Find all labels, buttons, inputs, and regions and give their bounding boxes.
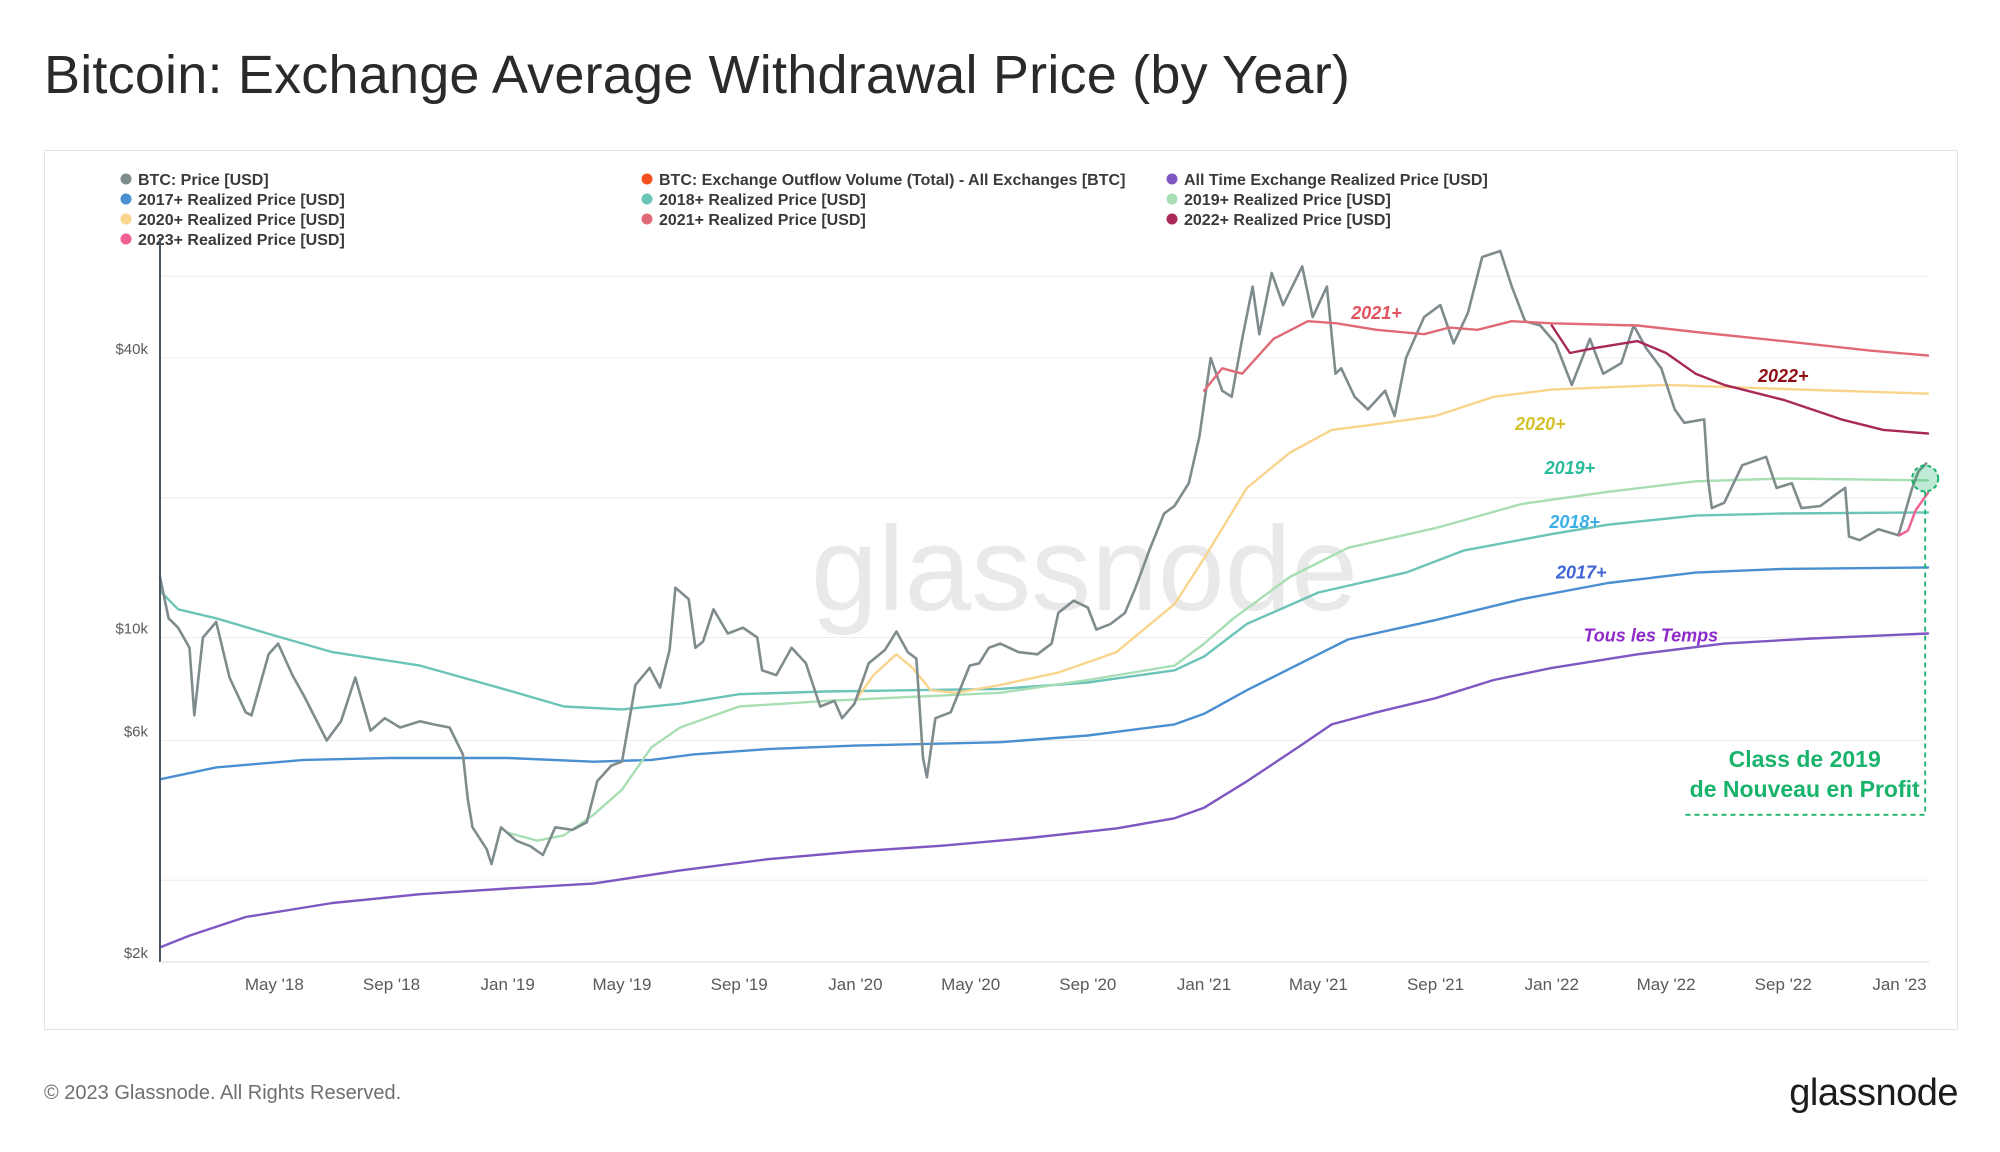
- legend-swatch: [1166, 193, 1178, 205]
- series-line-2021-realized-price-usd: [1202, 320, 1930, 392]
- y-tick-label: $6k: [124, 723, 149, 740]
- legend-label: 2021+ Realized Price [USD]: [659, 212, 866, 229]
- series-label: 2020+: [1514, 414, 1566, 434]
- legend-swatch: [641, 173, 653, 185]
- watermark: glassnode: [811, 502, 1358, 636]
- legend-swatch: [120, 173, 132, 185]
- legend-item: 2021+ Realized Price [USD]: [641, 212, 866, 229]
- legend-item: 2018+ Realized Price [USD]: [641, 192, 866, 209]
- axes: May '18 Sep '18 Jan '19 May '19 Sep '19 Jan '…: [115, 238, 1929, 994]
- series-line-2018-realized-price-usd: [158, 511, 1930, 711]
- x-tick-label: Sep '20: [1059, 975, 1116, 994]
- x-tick-label: Jan '22: [1525, 975, 1579, 994]
- legend-label: All Time Exchange Realized Price [USD]: [1184, 172, 1488, 189]
- legend-item: All Time Exchange Realized Price [USD]: [1166, 172, 1488, 189]
- series-label: 2017+: [1555, 562, 1607, 582]
- series-label: 2018+: [1548, 512, 1600, 532]
- legend-label: 2018+ Realized Price [USD]: [659, 192, 866, 209]
- legend-item: BTC: Price [USD]: [120, 172, 269, 189]
- legend-label: 2022+ Realized Price [USD]: [1184, 212, 1391, 229]
- series-line-btc-price-usd: [158, 249, 1928, 866]
- legend-item: 2020+ Realized Price [USD]: [120, 212, 345, 229]
- legend-label: 2023+ Realized Price [USD]: [138, 232, 345, 249]
- legend-label: 2019+ Realized Price [USD]: [1184, 192, 1391, 209]
- legend-swatch: [120, 213, 132, 225]
- series-label: 2019+: [1544, 458, 1596, 478]
- legend-swatch: [1166, 213, 1178, 225]
- x-tick-label: Sep '22: [1755, 975, 1812, 994]
- x-tick-label: May '20: [941, 975, 1000, 994]
- y-tick-label: $2k: [124, 945, 149, 962]
- series-lines: [158, 249, 1930, 949]
- series-label: 2022+: [1757, 366, 1809, 386]
- legend-swatch: [1166, 173, 1178, 185]
- series-labels: 2021+ 2022+ 2020+ 2019+ 2018+ 2017+ Tous les T…: [1350, 303, 1809, 645]
- annotation-text: de Nouveau en Profit: [1690, 776, 1920, 802]
- glassnode-logo[interactable]: glassnode: [1789, 1072, 1958, 1114]
- x-tick-label: Sep '21: [1407, 975, 1464, 994]
- legend-label: BTC: Exchange Outflow Volume (Total) - A…: [659, 172, 1125, 189]
- chart-frame: [44, 150, 1958, 1030]
- legend-item: 2023+ Realized Price [USD]: [120, 232, 345, 249]
- series-label: 2021+: [1350, 303, 1402, 323]
- x-tick-label: Jan '20: [828, 975, 882, 994]
- annotation-text: Class de 2019: [1729, 746, 1881, 772]
- legend-label: 2020+ Realized Price [USD]: [138, 212, 345, 229]
- x-tick-label: May '22: [1637, 975, 1696, 994]
- legend: BTC: Price [USD] BTC: Exchange Outflow Vo…: [120, 172, 1488, 249]
- legend-label: 2017+ Realized Price [USD]: [138, 192, 345, 209]
- legend-item: 2022+ Realized Price [USD]: [1166, 212, 1391, 229]
- y-tick-label: $10k: [115, 620, 148, 637]
- annotation: Class de 2019 de Nouveau en Profit: [1684, 464, 1940, 816]
- legend-item: BTC: Exchange Outflow Volume (Total) - A…: [641, 172, 1125, 189]
- series-line-2022-realized-price-usd: [1550, 324, 1930, 435]
- legend-label: BTC: Price [USD]: [138, 172, 269, 189]
- x-tick-label: May '21: [1289, 975, 1348, 994]
- chart: glassnode BTC: Price [USD] BTC: Exchange …: [115, 172, 1940, 994]
- copyright-text: © 2023 Glassnode. All Rights Reserved.: [44, 1082, 402, 1104]
- page-title: Bitcoin: Exchange Average Withdrawal Pri…: [44, 45, 1351, 105]
- x-tick-label: May '18: [245, 975, 304, 994]
- legend-item: 2017+ Realized Price [USD]: [120, 192, 345, 209]
- x-tick-label: Sep '19: [711, 975, 768, 994]
- series-line-2023-realized-price-usd: [1898, 491, 1930, 537]
- y-tick-label: $40k: [115, 341, 148, 358]
- series-label: Tous les Temps: [1583, 626, 1718, 646]
- annotation-highlight-circle: [1911, 464, 1940, 493]
- legend-swatch: [120, 233, 132, 245]
- legend-swatch: [641, 213, 653, 225]
- x-tick-label: Jan '21: [1177, 975, 1231, 994]
- x-tick-label: Jan '23: [1872, 975, 1926, 994]
- x-tick-label: Jan '19: [481, 975, 535, 994]
- x-tick-label: Sep '18: [363, 975, 420, 994]
- legend-swatch: [641, 193, 653, 205]
- series-line-all-time-exchange-realized-price-usd: [158, 632, 1930, 949]
- legend-swatch: [120, 193, 132, 205]
- x-tick-label: May '19: [593, 975, 652, 994]
- legend-item: 2019+ Realized Price [USD]: [1166, 192, 1391, 209]
